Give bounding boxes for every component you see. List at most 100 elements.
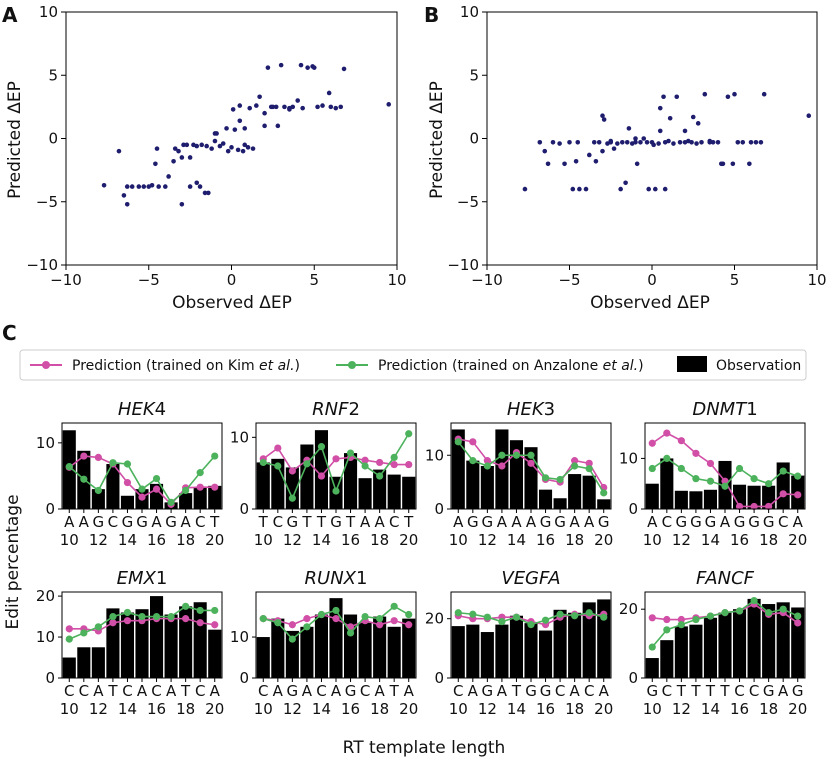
x-tick-label: 12 [283,531,302,549]
scatter-point-a [341,66,347,72]
kim-prediction-point [779,490,787,498]
scatter-point-b [638,139,643,145]
observation-bar [402,618,416,678]
x-tick-label: 20 [788,700,807,718]
observation-bar [91,647,105,678]
x-tick-label: 14 [507,531,526,549]
kim-prediction-point [376,621,384,629]
plot-frame-b [486,11,818,266]
scatter-point-a [154,146,160,151]
kim-prediction-point [211,483,219,491]
sequence-letter: A [64,513,75,531]
sequence-letter: T [316,513,327,531]
y-axis-label-a: Predicted ΔEP [5,81,25,199]
observation-bar [106,464,120,509]
x-tick-label: 14 [312,700,331,718]
sequence-letter: C [734,682,744,700]
y-tick-label-a: 0 [48,130,58,148]
x-tick-label: 14 [507,700,526,718]
anzalone-prediction-point [405,430,413,438]
observation-bar [179,493,193,509]
x-tick-label: 12 [672,531,691,549]
anzalone-prediction-point [288,494,296,502]
sequence-letter: C [195,513,205,531]
y-tick-label: 0 [239,669,249,687]
kim-prediction-point [405,621,413,629]
anzalone-prediction-point [527,621,535,629]
sequence-letter: T [107,682,118,700]
observation-bar [358,622,372,678]
scatter-point-b [596,139,602,145]
sequence-letter: G [540,682,552,700]
x-tick-label: 12 [478,531,497,549]
anzalone-prediction-point [80,475,88,483]
scatter-point-a [270,104,276,110]
kim-prediction-point [527,459,535,467]
sequence-letter: C [316,682,326,700]
gene-title-italic: FANCF [696,568,755,589]
scatter-point-b [618,186,623,192]
x-tick-label: 12 [89,700,108,718]
scatter-point-b [725,94,731,100]
scatter-point-a [300,105,305,111]
sequence-letter: A [497,513,508,531]
scatter-point-a [298,62,304,68]
observation-bar [150,596,164,678]
observation-bar [568,474,582,509]
scatter-point-a [209,146,214,151]
x-tick-label: 10 [254,531,273,549]
observation-bar [179,606,193,678]
observation-bar [466,624,480,678]
scatter-point-a [116,148,122,154]
gene-title-number: 4 [155,399,166,420]
anzalone-prediction-point [259,615,267,623]
observation-bar [373,469,387,509]
anzalone-prediction-point [376,615,384,623]
observation-bar [402,476,416,509]
observation-bar [451,626,465,678]
anzalone-prediction-point [303,623,311,631]
scatter-point-a [217,143,223,149]
scatter-point-b [608,138,614,144]
kim-prediction-point [196,619,204,627]
kim-prediction-point [692,449,700,457]
observation-bar [509,440,523,509]
x-tick-label: 14 [118,700,137,718]
sequence-letter: C [195,682,205,700]
scatter-point-b [641,136,647,141]
kim-prediction-point [317,472,326,480]
anzalone-prediction-point [663,626,671,634]
sequence-letter: T [209,513,220,531]
anzalone-prediction-point [585,609,593,617]
sequence-letter: A [166,682,177,700]
scatter-point-b [740,139,746,145]
scatter-point-b [562,161,567,167]
y-tick-label: 0 [45,669,55,687]
anzalone-prediction-point [706,612,715,620]
scatter-point-b [656,141,661,146]
anzalone-prediction-point [361,612,369,621]
sequence-letter: A [570,513,581,531]
scatter-point-b [747,161,752,167]
observation-bar [645,483,659,509]
scatter-point-a [242,126,248,131]
anzalone-prediction-point [80,629,88,637]
scatter-point-a [176,148,181,154]
sequence-letter: C [122,682,132,700]
scatter-point-a [262,123,267,129]
scatter-point-b [573,158,579,164]
panel-letter-b: B [424,3,439,27]
kim-prediction-point [123,617,132,625]
y-tick-label: 10 [230,428,249,446]
sequence-letter: T [345,513,356,531]
x-tick-label: 14 [701,531,720,549]
scatter-point-b [671,141,676,146]
observation-bar [597,599,611,678]
y-tick-label-a: 10 [39,3,58,21]
observation-bar [553,609,567,678]
sequence-letter: A [79,513,90,531]
sequence-letter: T [719,682,730,700]
scatter-point-a [136,184,142,189]
scatter-point-b [626,126,632,131]
observation-bar [373,616,387,678]
